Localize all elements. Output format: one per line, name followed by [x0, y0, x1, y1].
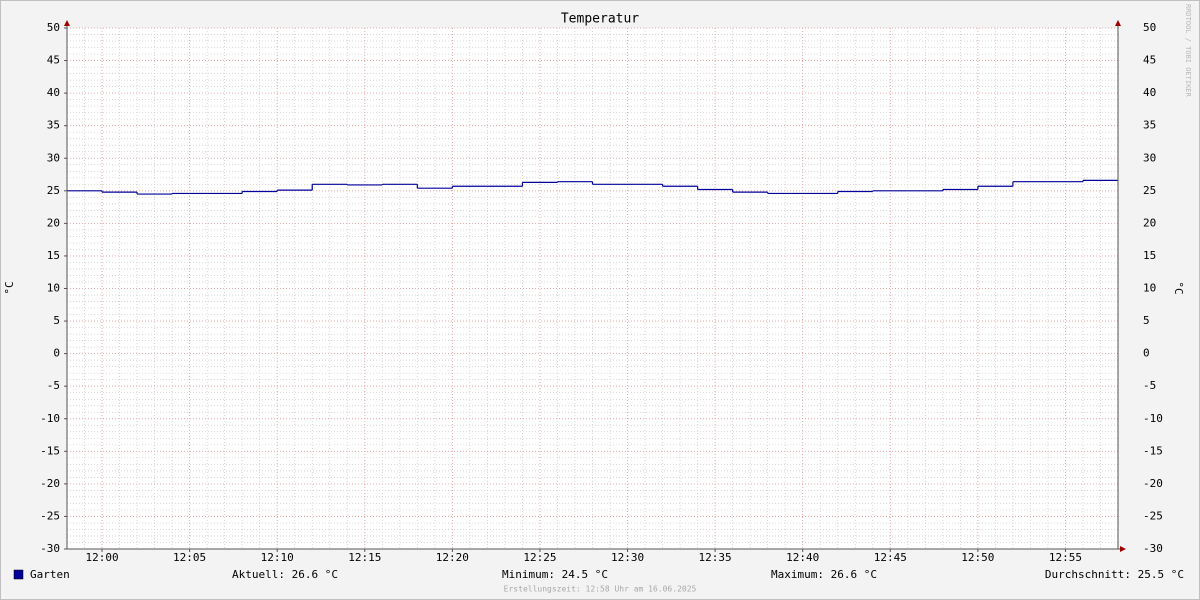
y-tick-label: 35 [47, 119, 60, 132]
y-tick-label-right: 50 [1143, 21, 1156, 34]
y-tick-label-right: 45 [1143, 54, 1156, 67]
y-tick-label-right: -10 [1143, 412, 1163, 425]
y-tick-label-right: 40 [1143, 86, 1156, 99]
x-tick-label: 12:45 [874, 551, 907, 564]
legend-label: Garten [30, 568, 70, 581]
legend-stat: Minimum: 24.5 °C [502, 568, 608, 581]
axes [64, 20, 1126, 552]
y-tick-label-right: -5 [1143, 379, 1156, 392]
y-tick-label: 20 [47, 216, 60, 229]
footer: Erstellungszeit: 12:58 Uhr am 16.06.2025 [504, 585, 697, 594]
y-tick-label-right: -20 [1143, 477, 1163, 490]
y-tick-label: -25 [40, 509, 60, 522]
axis-arrow [1115, 20, 1121, 26]
y-tick-label: -5 [47, 379, 60, 392]
chart-title: Temperatur [561, 12, 639, 27]
y-tick-label: 10 [47, 282, 60, 295]
legend-stat: Durchschnitt: 25.5 °C [1045, 568, 1184, 581]
y-tick-label: 40 [47, 86, 60, 99]
legend-stat: Aktuell: 26.6 °C [232, 568, 338, 581]
y-tick-label: 50 [47, 21, 60, 34]
y-tick-label: 25 [47, 184, 60, 197]
x-tick-label: 12:00 [85, 551, 118, 564]
y-tick-label-right: -25 [1143, 509, 1163, 522]
y-tick-label: 5 [53, 314, 60, 327]
watermark: RRDTOOL / TOBI OETIKER [1184, 4, 1192, 98]
y-tick-label: -10 [40, 412, 60, 425]
y-tick-label-right: 35 [1143, 119, 1156, 132]
y-tick-label-right: 15 [1143, 249, 1156, 262]
y-tick-label: -30 [40, 542, 60, 555]
x-tick-label: 12:25 [523, 551, 556, 564]
axis-arrow [1120, 546, 1126, 552]
y-axis-label-right: °C [1172, 281, 1185, 294]
axis-arrow [64, 20, 70, 26]
y-tick-label: 45 [47, 54, 60, 67]
x-tick-label: 12:30 [611, 551, 644, 564]
y-tick-label-right: 10 [1143, 282, 1156, 295]
y-tick-label: -20 [40, 477, 60, 490]
legend-stat: Maximum: 26.6 °C [771, 568, 877, 581]
x-tick-label: 12:40 [786, 551, 819, 564]
x-tick-label: 12:05 [173, 551, 206, 564]
y-axis-label: °C [3, 281, 16, 294]
y-tick-label-right: 5 [1143, 314, 1150, 327]
y-tick-label-right: 0 [1143, 347, 1150, 360]
x-tick-label: 12:20 [436, 551, 469, 564]
legend-swatch [13, 569, 24, 580]
y-tick-label: 0 [53, 347, 60, 360]
y-tick-label-right: 20 [1143, 216, 1156, 229]
y-tick-label-right: 30 [1143, 151, 1156, 164]
y-tick-label-right: 25 [1143, 184, 1156, 197]
grid [66, 27, 1119, 550]
y-tick-label-right: -15 [1143, 444, 1163, 457]
y-tick-label: 30 [47, 151, 60, 164]
series-layer [67, 179, 1118, 195]
y-tick-label-right: -30 [1143, 542, 1163, 555]
x-tick-label: 12:15 [348, 551, 381, 564]
x-tick-label: 12:50 [961, 551, 994, 564]
x-tick-label: 12:35 [699, 551, 732, 564]
x-tick-label: 12:55 [1049, 551, 1082, 564]
y-tick-label: -15 [40, 444, 60, 457]
x-tick-label: 12:10 [261, 551, 294, 564]
y-tick-label: 15 [47, 249, 60, 262]
